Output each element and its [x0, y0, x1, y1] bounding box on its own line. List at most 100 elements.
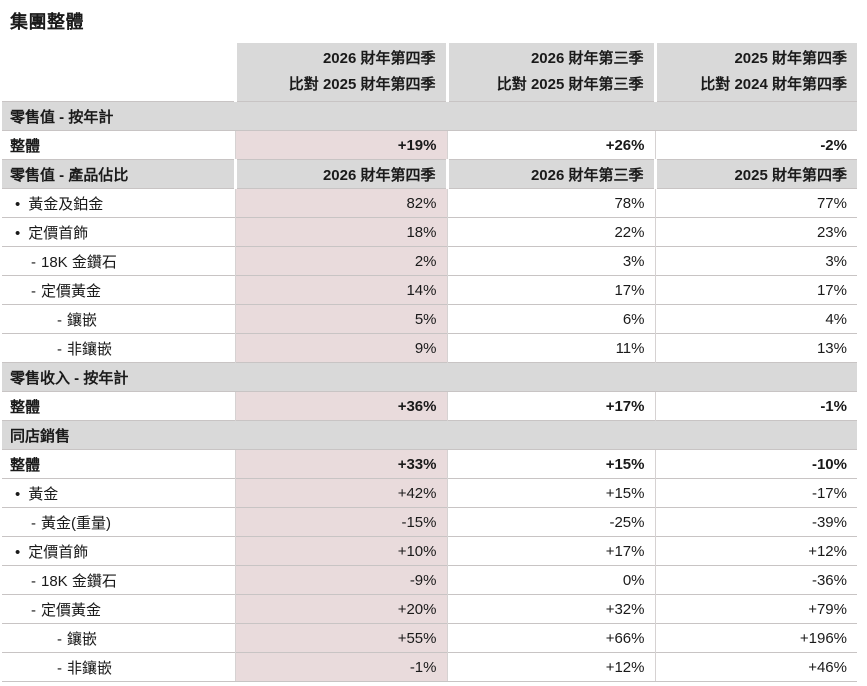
row-label: - 非鑲嵌 [2, 333, 235, 363]
row-value: -1% [654, 391, 857, 421]
row-value: +42% [234, 478, 447, 508]
row-label: 零售值 - 產品佔比 [2, 159, 235, 189]
row-value: 17% [654, 275, 857, 305]
row-value: 0% [446, 565, 655, 595]
row-value: -36% [654, 565, 857, 595]
row-value: +33% [234, 449, 447, 479]
table-row: - 黃金(重量) -15% -25% -39% [2, 507, 857, 537]
group-performance-table: 2026 財年第四季 比對 2025 財年第四季 2026 財年第三季 比對 2… [2, 43, 857, 682]
row-label: - 黃金(重量) [2, 507, 235, 537]
row-label: • 黃金 [2, 478, 235, 508]
dash-marker: - [57, 659, 62, 677]
table-row: 整體 +36% +17% -1% [2, 391, 857, 421]
dash-marker: - [57, 311, 62, 329]
row-label: - 定價黃金 [2, 275, 235, 305]
row-label-text: 鑲嵌 [67, 311, 98, 329]
row-label: - 鑲嵌 [2, 304, 235, 334]
table-row: 零售收入 - 按年計 [2, 362, 857, 392]
row-value: +20% [234, 594, 447, 624]
row-value: +46% [654, 652, 857, 682]
table-row: -18K 金鑽石 2% 3% 3% [2, 246, 857, 276]
bullet-marker: • [15, 195, 21, 213]
header-comparison-label: 比對 2025 財年第四季 [288, 76, 436, 93]
table-row: - 定價黃金 +20% +32% +79% [2, 594, 857, 624]
row-value: 23% [654, 217, 857, 247]
row-value: +17% [446, 391, 655, 421]
dash-marker: - [31, 601, 36, 619]
row-label: -18K 金鑽石 [2, 246, 235, 276]
row-value: -39% [654, 507, 857, 537]
row-value: 2026 財年第三季 [445, 159, 655, 189]
table-header: 2026 財年第四季 比對 2025 財年第四季 2026 財年第三季 比對 2… [2, 43, 857, 102]
row-label: 整體 [2, 391, 235, 421]
row-value: -9% [234, 565, 447, 595]
row-value: 3% [654, 246, 857, 276]
row-value: +19% [234, 130, 447, 160]
row-value: 13% [654, 333, 857, 363]
dash-marker: - [31, 282, 36, 300]
row-label-text: 定價首飾 [28, 224, 89, 242]
table-row: 零售值 - 產品佔比 2026 財年第四季 2026 財年第三季 2025 財年第四季 [2, 159, 857, 189]
section-label: 零售值 - 按年計 [2, 101, 857, 131]
dash-marker: - [31, 572, 36, 590]
table-row: • 定價首飾 +10% +17% +12% [2, 536, 857, 566]
header-comparison-label: 比對 2024 財年第四季 [700, 76, 847, 93]
header-col-q4fy25: 2025 財年第四季 比對 2024 財年第四季 [653, 43, 857, 102]
row-value: 5% [234, 304, 447, 334]
row-value: 4% [654, 304, 857, 334]
row-label: - 非鑲嵌 [2, 652, 235, 682]
section-label: 零售收入 - 按年計 [2, 362, 857, 392]
row-value: +196% [654, 623, 857, 653]
table-row: • 黃金 +42% +15% -17% [2, 478, 857, 508]
row-label: • 黃金及鉑金 [2, 188, 235, 218]
header-col-q3fy26: 2026 財年第三季 比對 2025 財年第三季 [445, 43, 655, 102]
row-value: 18% [234, 217, 447, 247]
row-value: +36% [234, 391, 447, 421]
row-value: 77% [654, 188, 857, 218]
table-row: - 非鑲嵌 9% 11% 13% [2, 333, 857, 363]
table-row: - 鑲嵌 +55% +66% +196% [2, 623, 857, 653]
row-value: 3% [446, 246, 655, 276]
header-blank-cell [2, 43, 235, 102]
row-label-text: 定價首飾 [28, 543, 89, 561]
row-label-text: 非鑲嵌 [67, 340, 113, 358]
table-row: -18K 金鑽石 -9% 0% -36% [2, 565, 857, 595]
row-value: +79% [654, 594, 857, 624]
table-row: • 黃金及鉑金 82% 78% 77% [2, 188, 857, 218]
bullet-marker: • [15, 224, 21, 242]
row-value: 6% [446, 304, 655, 334]
page-title: 集團整體 [10, 12, 84, 32]
row-value: -1% [234, 652, 447, 682]
row-value: 9% [234, 333, 447, 363]
header-comparison-label: 比對 2025 財年第三季 [496, 76, 644, 93]
row-value: +12% [654, 536, 857, 566]
row-label: 整體 [2, 449, 235, 479]
row-label-text: 定價黃金 [41, 601, 102, 619]
row-label-text: 18K 金鑽石 [41, 253, 117, 271]
header-col-q4fy26: 2026 財年第四季 比對 2025 財年第四季 [233, 43, 447, 102]
section-label: 同店銷售 [2, 420, 857, 450]
row-value: 78% [446, 188, 655, 218]
dash-marker: - [31, 514, 36, 532]
row-value: -2% [654, 130, 857, 160]
row-value: +17% [446, 536, 655, 566]
header-period-label: 2026 財年第三季 [530, 50, 644, 67]
dash-marker: - [57, 630, 62, 648]
row-value: +32% [446, 594, 655, 624]
row-label-text: 非鑲嵌 [67, 659, 113, 677]
table-row: - 定價黃金 14% 17% 17% [2, 275, 857, 305]
row-value: 22% [446, 217, 655, 247]
header-period-label: 2026 財年第四季 [322, 50, 436, 67]
bullet-marker: • [15, 543, 21, 561]
row-value: 2026 財年第四季 [233, 159, 447, 189]
table-row: 整體 +33% +15% -10% [2, 449, 857, 479]
row-value: 17% [446, 275, 655, 305]
row-label-text: 18K 金鑽石 [41, 572, 117, 590]
table-row: - 鑲嵌 5% 6% 4% [2, 304, 857, 334]
row-value: +26% [446, 130, 655, 160]
row-value: +15% [446, 478, 655, 508]
table-row: 整體 +19% +26% -2% [2, 130, 857, 160]
table-row: 同店銷售 [2, 420, 857, 450]
row-value: 11% [446, 333, 655, 363]
